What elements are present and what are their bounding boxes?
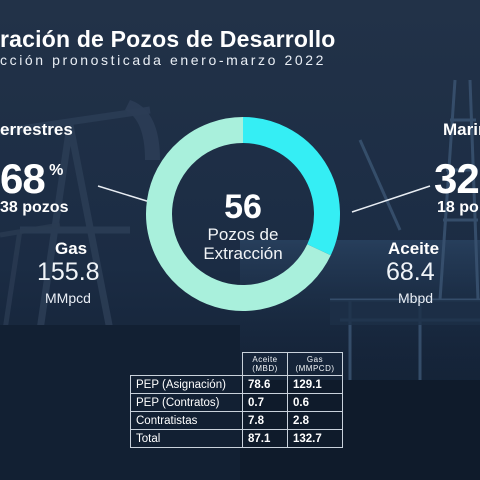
offshore-wells: 18 po	[437, 199, 479, 216]
offshore-label: Marin	[443, 120, 480, 139]
table-row-total: Total 87.1 132.7	[130, 429, 343, 448]
row-name: Contratistas	[130, 411, 243, 430]
offshore-metric-value: 68.4	[386, 258, 435, 286]
onshore-wells: 38 pozos	[0, 199, 69, 216]
donut-center-value: 56	[224, 188, 262, 226]
page-title: ración de Pozos de Desarrollo	[0, 26, 336, 52]
production-summary-table: Aceite (MBD) Gas (MMPCD) PEP (Asignación…	[130, 352, 343, 448]
row-aceite: 87.1	[242, 429, 288, 448]
offshore-pct-value: 32	[434, 155, 480, 202]
table-header-gas: Gas (MMPCD)	[287, 352, 343, 376]
table-corner-cell	[130, 352, 243, 376]
onshore-pct-sign: %	[49, 162, 64, 179]
row-name: Total	[130, 429, 243, 448]
row-gas: 0.6	[287, 393, 343, 412]
onshore-label: errestres	[0, 120, 73, 139]
offshore-metric-label: Aceite	[388, 239, 440, 258]
donut-slice-onshore	[146, 117, 331, 311]
table-row: PEP (Asignación) 78.6 129.1	[130, 375, 343, 394]
offshore-callout-line	[351, 185, 431, 213]
table-header-aceite: Aceite (MBD)	[242, 352, 288, 376]
onshore-metric-value: 155.8	[37, 258, 100, 286]
wells-donut-chart	[146, 117, 340, 311]
row-aceite: 0.7	[242, 393, 288, 412]
donut-slice-offshore	[242, 117, 340, 256]
table-header-row: Aceite (MBD) Gas (MMPCD)	[130, 352, 343, 376]
table-header-aceite-unit: (MBD)	[252, 364, 278, 373]
onshore-metric-label: Gas	[55, 239, 88, 258]
onshore-callout-line	[97, 185, 151, 203]
row-gas: 129.1	[287, 375, 343, 394]
table-row: PEP (Contratos) 0.7 0.6	[130, 393, 343, 412]
onshore-percentage: 68 %	[0, 155, 63, 203]
table-header-gas-unit: (MMPCD)	[295, 364, 335, 373]
page-subtitle: cción pronosticada enero-marzo 2022	[0, 52, 327, 68]
donut-center-label: Pozos de Extracción	[203, 225, 283, 263]
onshore-pct-value: 68	[0, 155, 46, 202]
row-name: PEP (Asignación)	[130, 375, 243, 394]
row-gas: 132.7	[287, 429, 343, 448]
row-aceite: 7.8	[242, 411, 288, 430]
row-name: PEP (Contratos)	[130, 393, 243, 412]
onshore-metric-unit: MMpcd	[45, 290, 91, 306]
table-header-aceite-name: Aceite	[252, 355, 278, 364]
table-header-gas-name: Gas	[306, 355, 324, 364]
row-gas: 2.8	[287, 411, 343, 430]
offshore-metric-unit: Mbpd	[398, 290, 434, 306]
table-row: Contratistas 7.8 2.8	[130, 411, 343, 430]
row-aceite: 78.6	[242, 375, 288, 394]
